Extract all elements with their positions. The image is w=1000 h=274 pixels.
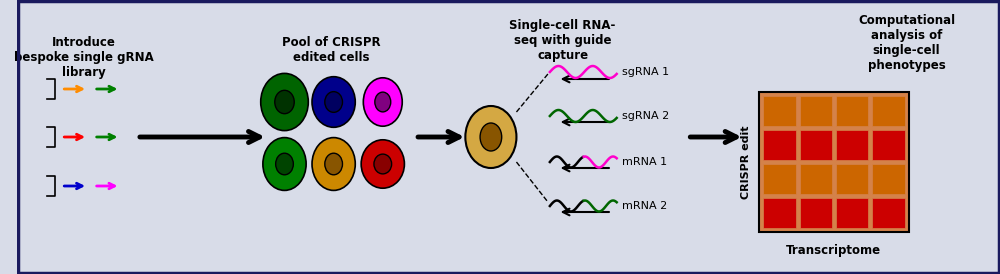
Ellipse shape [275,90,294,114]
Ellipse shape [263,138,306,190]
Bar [800,164,832,194]
Bar [836,164,868,194]
Bar [763,164,796,194]
Bar [800,130,832,160]
Ellipse shape [465,106,516,168]
Ellipse shape [276,153,293,175]
Text: mRNA 2: mRNA 2 [622,201,667,211]
Ellipse shape [312,138,355,190]
Bar [836,198,868,228]
Text: sgRNA 2: sgRNA 2 [622,111,669,121]
Text: Computational
analysis of
single-cell
phenotypes: Computational analysis of single-cell ph… [858,14,955,72]
Ellipse shape [363,78,402,126]
Bar [872,198,905,228]
Text: CRISPR edit: CRISPR edit [741,125,751,199]
Text: Transcriptome: Transcriptome [786,244,881,257]
Bar [872,96,905,126]
Ellipse shape [361,140,404,188]
Ellipse shape [325,153,342,175]
Ellipse shape [480,123,502,151]
Ellipse shape [374,154,392,174]
Bar [759,92,909,232]
Ellipse shape [325,92,342,112]
Text: mRNA 1: mRNA 1 [622,157,667,167]
Bar [763,198,796,228]
Ellipse shape [261,73,308,131]
Text: Single-cell RNA-
seq with guide
capture: Single-cell RNA- seq with guide capture [509,19,616,62]
Text: Pool of CRISPR
edited cells: Pool of CRISPR edited cells [282,36,381,64]
Bar [763,130,796,160]
Ellipse shape [375,92,391,112]
Ellipse shape [312,77,355,127]
Bar [872,164,905,194]
Bar [800,198,832,228]
Bar [872,130,905,160]
Bar [763,96,796,126]
Bar [800,96,832,126]
Bar [836,96,868,126]
Text: sgRNA 1: sgRNA 1 [622,67,669,77]
Bar [836,130,868,160]
Text: Introduce
bespoke single gRNA
library: Introduce bespoke single gRNA library [14,36,154,79]
